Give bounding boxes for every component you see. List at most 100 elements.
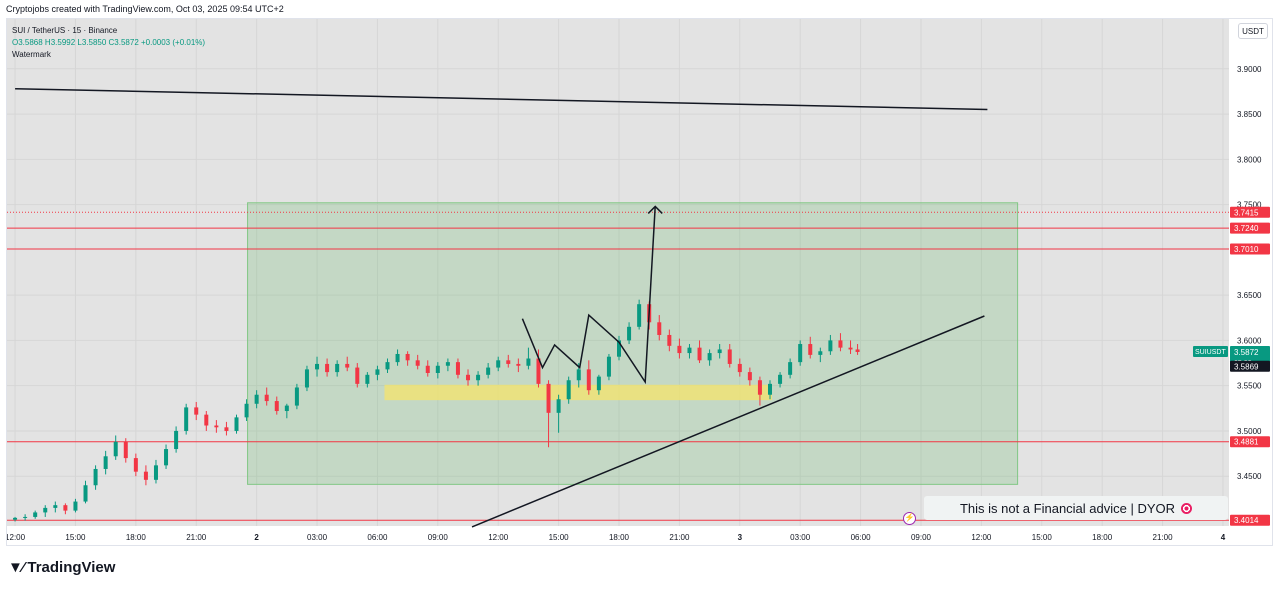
- candle[interactable]: [143, 471, 148, 480]
- candle[interactable]: [224, 427, 229, 431]
- candle[interactable]: [546, 383, 551, 413]
- lightning-icon[interactable]: ⚡: [903, 512, 916, 525]
- candle[interactable]: [687, 347, 692, 354]
- candle[interactable]: [345, 363, 350, 368]
- candle[interactable]: [194, 407, 199, 415]
- candle[interactable]: [23, 516, 28, 518]
- time-axis[interactable]: [7, 526, 1229, 545]
- candle[interactable]: [113, 441, 118, 457]
- price-axis[interactable]: [1229, 19, 1272, 545]
- candle[interactable]: [204, 414, 209, 426]
- candle[interactable]: [606, 356, 611, 377]
- candle[interactable]: [677, 345, 682, 354]
- candle[interactable]: [536, 358, 541, 384]
- trendline-upper[interactable]: [15, 87, 988, 111]
- candle[interactable]: [184, 407, 189, 431]
- currency-unit-button[interactable]: USDT: [1238, 23, 1268, 39]
- price-level-tag[interactable]: [1230, 514, 1270, 526]
- trendline-rising-support[interactable]: [471, 315, 985, 528]
- candle[interactable]: [667, 334, 672, 346]
- candle[interactable]: [395, 353, 400, 363]
- support-zone[interactable]: [384, 384, 773, 401]
- candle[interactable]: [123, 441, 128, 459]
- candle[interactable]: [496, 360, 501, 368]
- candle[interactable]: [586, 369, 591, 391]
- candle[interactable]: [174, 430, 179, 450]
- candle[interactable]: [466, 374, 471, 381]
- candle[interactable]: [425, 365, 430, 373]
- candle[interactable]: [244, 403, 249, 418]
- candle[interactable]: [375, 369, 380, 375]
- candle[interactable]: [486, 367, 491, 375]
- candle[interactable]: [516, 363, 521, 366]
- candle[interactable]: [355, 367, 360, 384]
- candle[interactable]: [415, 360, 420, 366]
- price-level-tag[interactable]: [1230, 243, 1270, 255]
- candle[interactable]: [737, 363, 742, 373]
- candle[interactable]: [103, 456, 108, 469]
- trendline-projection[interactable]: [521, 206, 656, 385]
- candle[interactable]: [73, 501, 78, 511]
- candle[interactable]: [596, 376, 601, 391]
- price-level-tag[interactable]: [1230, 436, 1270, 448]
- candle[interactable]: [133, 458, 138, 472]
- candle[interactable]: [234, 417, 239, 431]
- candle[interactable]: [325, 363, 330, 373]
- candle[interactable]: [455, 362, 460, 375]
- candle[interactable]: [757, 380, 762, 395]
- candle[interactable]: [727, 349, 732, 364]
- candle[interactable]: [747, 372, 752, 381]
- candle[interactable]: [13, 517, 18, 520]
- candle[interactable]: [365, 374, 370, 384]
- candle[interactable]: [657, 322, 662, 335]
- candle[interactable]: [315, 363, 320, 370]
- chart-area[interactable]: 3.9000 3.8500 3.8000 3.7500 3.6500 3.6000 3.55…: [6, 18, 1273, 546]
- price-level-tag[interactable]: [1230, 222, 1270, 234]
- candle[interactable]: [274, 401, 279, 412]
- candle[interactable]: [335, 363, 340, 373]
- candle[interactable]: [838, 340, 843, 348]
- candle[interactable]: [93, 468, 98, 486]
- tradingview-logo[interactable]: ▼⁄ TradingView: [8, 559, 115, 576]
- candle[interactable]: [808, 344, 813, 355]
- candle[interactable]: [164, 449, 169, 466]
- candle[interactable]: [526, 358, 531, 366]
- candle[interactable]: [254, 394, 259, 404]
- candle[interactable]: [637, 304, 642, 327]
- candle[interactable]: [617, 340, 622, 357]
- price-level-tag[interactable]: [1230, 206, 1270, 218]
- candle[interactable]: [153, 465, 158, 480]
- candle[interactable]: [767, 383, 772, 395]
- candle[interactable]: [556, 399, 561, 413]
- candle[interactable]: [818, 351, 823, 355]
- symbol-info[interactable]: SUI / TetherUS · 15 · Binance: [12, 26, 118, 35]
- candle[interactable]: [435, 365, 440, 373]
- candle[interactable]: [445, 362, 450, 366]
- candle[interactable]: [304, 369, 309, 388]
- candle[interactable]: [264, 394, 269, 402]
- candle[interactable]: [828, 340, 833, 352]
- candle[interactable]: [627, 326, 632, 341]
- candle[interactable]: [506, 360, 511, 364]
- candle[interactable]: [697, 347, 702, 361]
- candle[interactable]: [788, 362, 793, 375]
- candle[interactable]: [566, 380, 571, 400]
- candle[interactable]: [707, 353, 712, 361]
- candle[interactable]: [33, 512, 38, 517]
- symbol-tag[interactable]: [1193, 345, 1228, 357]
- candle[interactable]: [385, 362, 390, 370]
- price-chart[interactable]: 3.9000 3.8500 3.8000 3.7500 3.6500 3.6000 3.55…: [7, 19, 1272, 545]
- candle[interactable]: [53, 505, 58, 508]
- candle[interactable]: [294, 387, 299, 406]
- target-zone[interactable]: [247, 202, 1019, 485]
- candle[interactable]: [284, 405, 289, 412]
- candle[interactable]: [405, 353, 410, 361]
- candle[interactable]: [798, 344, 803, 363]
- candle[interactable]: [576, 369, 581, 381]
- candle[interactable]: [43, 507, 48, 513]
- candle[interactable]: [855, 349, 860, 352]
- candle[interactable]: [778, 374, 783, 384]
- candle[interactable]: [848, 347, 853, 350]
- candle[interactable]: [717, 349, 722, 354]
- candle[interactable]: [63, 505, 68, 511]
